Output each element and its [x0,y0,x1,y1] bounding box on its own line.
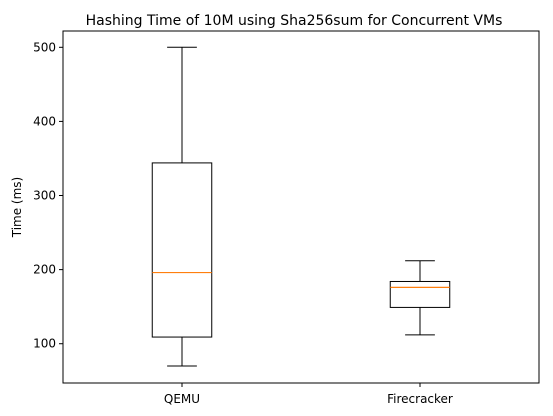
y-axis-label: Time (ms) [10,177,24,239]
x-tick-label: QEMU [164,392,200,406]
y-tick-label: 200 [33,263,56,277]
y-tick-label: 100 [33,337,56,351]
iqr-box [151,162,213,338]
x-tick-label: Firecracker [387,392,453,406]
plot-frame [62,30,540,384]
plot-area: 100 200 300 400 500 QEMU Firecracker [33,30,540,406]
chart-title: Hashing Time of 10M using Sha256sum for … [86,13,503,29]
y-tick-label: 300 [33,189,56,203]
y-tick-label: 500 [33,40,56,54]
y-tick-label: 400 [33,114,56,128]
iqr-box [389,280,451,308]
